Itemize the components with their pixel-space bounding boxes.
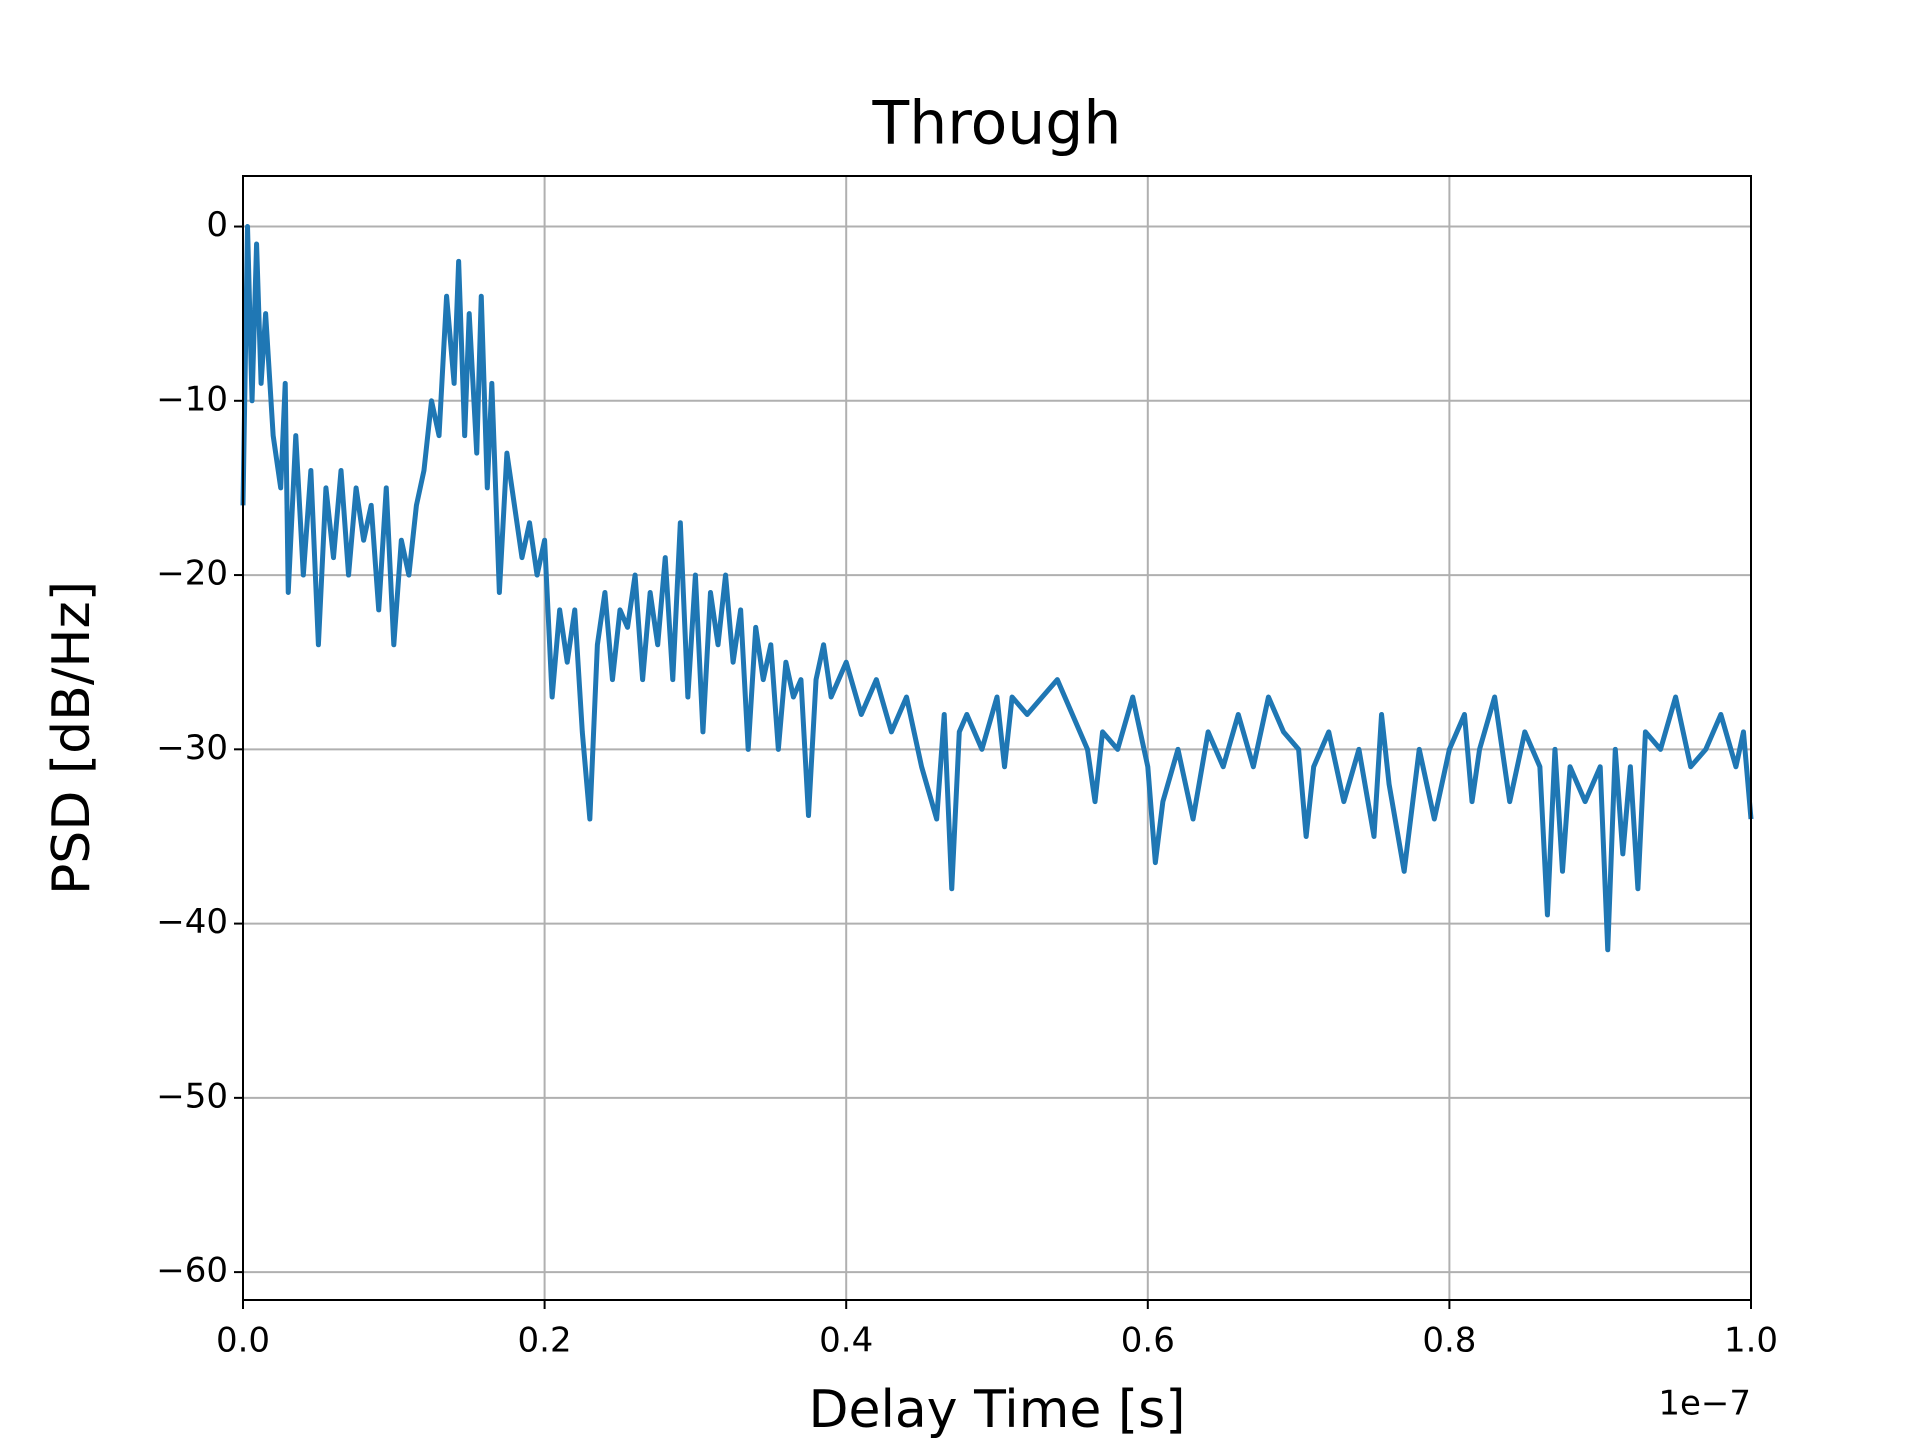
x-tick-label: 0.4 bbox=[819, 1321, 873, 1361]
y-axis-label: PSD [dB/Hz] bbox=[42, 581, 102, 895]
data-line bbox=[240, 224, 1754, 953]
y-tick-label: −50 bbox=[156, 1076, 228, 1116]
x-tick-label: 0.6 bbox=[1121, 1321, 1175, 1361]
y-tick-label: −40 bbox=[156, 902, 228, 942]
x-axis-label: Delay Time [s] bbox=[808, 1380, 1185, 1440]
y-tick-label: −20 bbox=[156, 554, 228, 594]
chart-title: Through bbox=[872, 89, 1122, 159]
x-tick-label: 0.2 bbox=[518, 1321, 572, 1361]
x-tick-label: 1.0 bbox=[1724, 1321, 1778, 1361]
x-tick-label: 0.8 bbox=[1422, 1321, 1476, 1361]
plot-frame bbox=[242, 175, 1752, 1301]
x-offset-label: 1e−7 bbox=[1658, 1384, 1751, 1424]
y-tick-label: −60 bbox=[156, 1251, 228, 1291]
y-tick-label: 0 bbox=[206, 205, 228, 245]
x-tick-label: 0.0 bbox=[216, 1321, 270, 1361]
y-tick-label: −30 bbox=[156, 728, 228, 768]
y-tick-label: −10 bbox=[156, 379, 228, 419]
